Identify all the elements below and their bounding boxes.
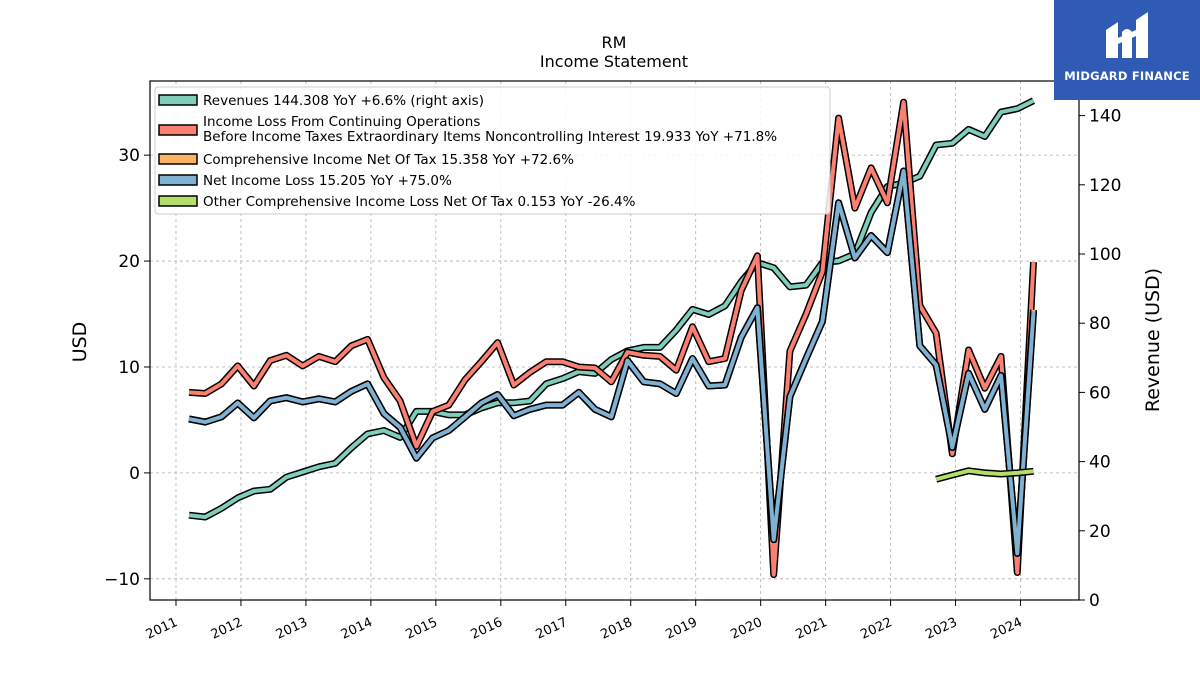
right-axis: 0 20 40 60 80 100 120 140 bbox=[1079, 107, 1121, 611]
legend-item: Other Comprehensive Income Loss Net Of T… bbox=[158, 194, 636, 210]
legend-swatch bbox=[158, 195, 198, 207]
logo-mark-icon bbox=[1106, 12, 1148, 58]
x-tick-label: 2018 bbox=[599, 615, 635, 643]
legend-item: Net Income Loss 15.205 YoY +75.0% bbox=[158, 173, 452, 189]
x-tick-label: 2024 bbox=[988, 615, 1024, 643]
y-right-tick-label: 20 bbox=[1089, 522, 1111, 542]
legend-label: Revenues 144.308 YoY +6.6% (right axis) bbox=[203, 93, 484, 109]
chart-subtitle: Income Statement bbox=[540, 52, 688, 71]
legend: Revenues 144.308 YoY +6.6% (right axis) I… bbox=[154, 86, 831, 215]
y-tick-label: 30 bbox=[118, 146, 140, 166]
y-tick-label: −10 bbox=[104, 570, 140, 590]
legend-label: Comprehensive Income Net Of Tax 15.358 Y… bbox=[203, 152, 574, 168]
legend-swatch bbox=[158, 174, 198, 186]
series-1 bbox=[188, 98, 1037, 579]
logo-text: MIDGARD FINANCE bbox=[1064, 69, 1190, 83]
legend-item: Revenues 144.308 YoY +6.6% (right axis) bbox=[158, 93, 484, 109]
legend-box bbox=[154, 86, 831, 215]
legend-swatch bbox=[158, 124, 198, 136]
legend-swatch bbox=[158, 94, 198, 106]
series-line bbox=[935, 468, 1034, 482]
legend-swatch bbox=[158, 153, 198, 165]
x-tick-label: 2019 bbox=[664, 615, 700, 643]
x-tick-label: 2015 bbox=[404, 615, 440, 643]
y-right-tick-label: 0 bbox=[1089, 591, 1100, 611]
y-right-tick-label: 100 bbox=[1089, 245, 1121, 265]
chart-title: RM bbox=[602, 33, 627, 52]
x-tick-label: 2020 bbox=[728, 615, 764, 643]
series-line bbox=[188, 100, 1036, 577]
y-tick-label: 10 bbox=[118, 358, 140, 378]
legend-label: Before Income Taxes Extraordinary Items … bbox=[203, 129, 777, 145]
y-right-tick-label: 60 bbox=[1089, 383, 1111, 403]
x-tick-label: 2022 bbox=[858, 615, 894, 643]
brand-logo: MIDGARD FINANCE bbox=[1054, 0, 1200, 100]
x-tick-label: 2021 bbox=[793, 615, 829, 643]
x-tick-label: 2023 bbox=[923, 615, 959, 643]
legend-item: Comprehensive Income Net Of Tax 15.358 Y… bbox=[158, 152, 574, 168]
legend-item: Income Loss From Continuing OperationsBe… bbox=[158, 114, 777, 145]
y-axis-right-label: Revenue (USD) bbox=[1142, 268, 1164, 412]
y-right-tick-label: 120 bbox=[1089, 176, 1121, 196]
x-axis: 2011 2012 2013 2014 2015 2016 2017 2018 2019 2020… bbox=[144, 600, 1025, 643]
legend-label: Net Income Loss 15.205 YoY +75.0% bbox=[203, 173, 452, 189]
series-4 bbox=[935, 467, 1034, 483]
y-tick-label: 20 bbox=[118, 252, 140, 272]
series-3 bbox=[188, 167, 1037, 557]
plot-frame bbox=[149, 80, 1080, 601]
y-tick-label: 0 bbox=[129, 464, 140, 484]
y-right-tick-label: 40 bbox=[1089, 453, 1111, 473]
y-right-tick-label: 80 bbox=[1089, 314, 1111, 334]
y-axis-label: USD bbox=[69, 322, 91, 363]
legend-label: Income Loss From Continuing Operations bbox=[203, 114, 480, 130]
left-axis: −10 0 10 20 30 bbox=[104, 146, 150, 590]
x-tick-label: 2013 bbox=[274, 615, 310, 643]
x-tick-label: 2016 bbox=[469, 615, 505, 643]
x-tick-label: 2017 bbox=[534, 615, 570, 643]
y-right-tick-label: 140 bbox=[1089, 107, 1121, 127]
x-tick-label: 2014 bbox=[339, 615, 375, 643]
series-line bbox=[188, 169, 1036, 556]
x-tick-label: 2011 bbox=[144, 615, 180, 643]
series-layer bbox=[188, 97, 1037, 579]
x-tick-label: 2012 bbox=[209, 615, 245, 643]
legend-label: Other Comprehensive Income Loss Net Of T… bbox=[203, 194, 636, 210]
